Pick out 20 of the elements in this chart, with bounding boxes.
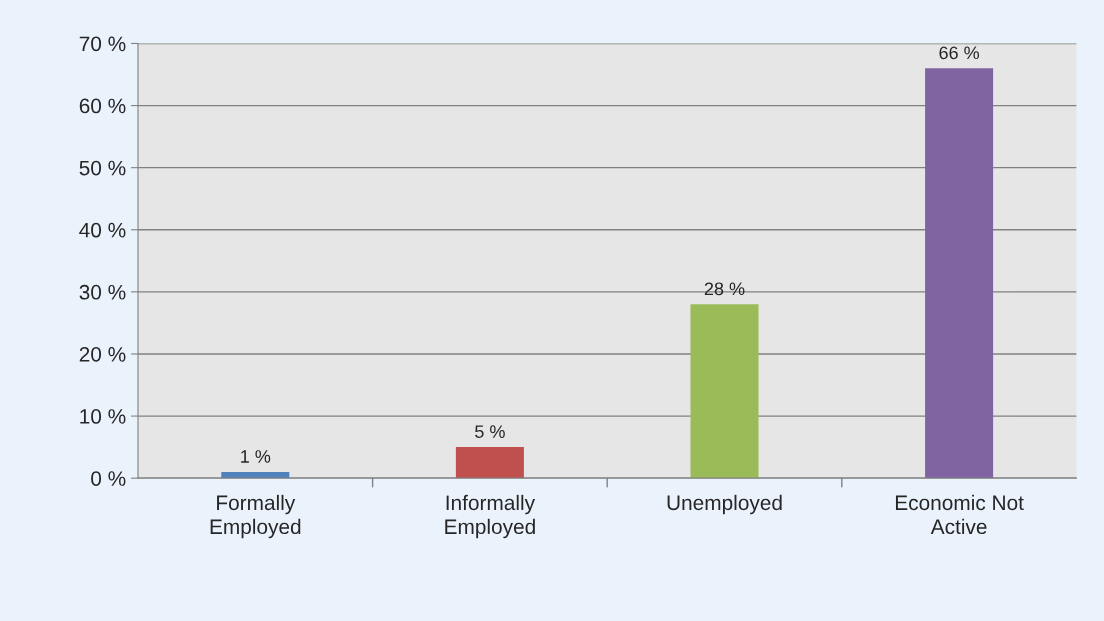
y-tick-label: 40 % xyxy=(79,222,126,238)
x-tick-label: Economic Not Active xyxy=(895,494,1024,535)
bar xyxy=(925,68,994,479)
y-tick-label: 50 % xyxy=(79,160,126,176)
data-label: 5 % xyxy=(475,425,505,438)
y-tick-label: 60 % xyxy=(79,98,126,114)
bar xyxy=(455,447,524,479)
x-tick-label: Informally Employed xyxy=(445,494,536,539)
data-label: 66 % xyxy=(939,46,980,60)
bar xyxy=(690,304,759,479)
y-tick-label: 70 % xyxy=(79,36,126,52)
data-label: 1 % xyxy=(241,450,271,463)
y-tick-label: 30 % xyxy=(79,284,126,300)
x-tick-label: Formally Employed xyxy=(210,494,301,539)
y-tick-label: 20 % xyxy=(79,346,126,362)
x-tick-label: Unemployed xyxy=(667,494,782,515)
data-label: 28 % xyxy=(704,282,745,296)
y-tick-label: 0 % xyxy=(91,471,126,486)
bar xyxy=(221,471,290,479)
y-tick-label: 10 % xyxy=(80,409,126,424)
